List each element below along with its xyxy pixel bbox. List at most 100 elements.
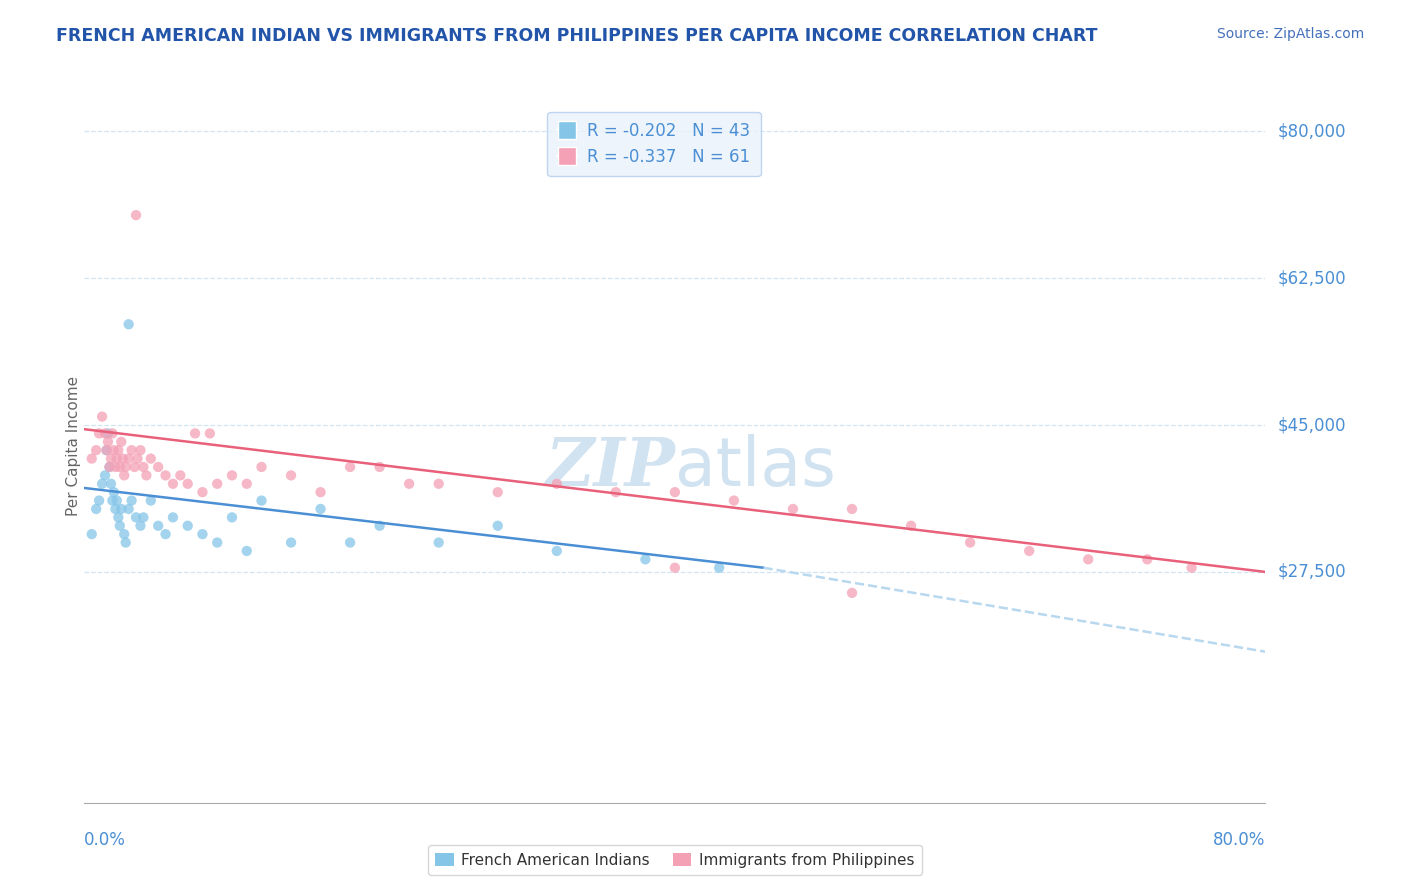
Point: [112, 527, 135, 541]
Point: [709, 560, 731, 574]
Point: [309, 502, 332, 516]
Point: [103, 443, 125, 458]
Point: [104, 460, 127, 475]
Point: [114, 535, 136, 549]
Point: [191, 485, 214, 500]
Point: [101, 426, 124, 441]
Legend: R = -0.202   N = 43, R = -0.337   N = 61: R = -0.202 N = 43, R = -0.337 N = 61: [547, 112, 761, 176]
Y-axis label: Per Capita Income: Per Capita Income: [66, 376, 80, 516]
Point: [91, 476, 114, 491]
Point: [191, 527, 214, 541]
Point: [84, 502, 107, 516]
Point: [177, 518, 200, 533]
Point: [97, 426, 120, 441]
Point: [723, 493, 745, 508]
Point: [124, 460, 146, 475]
Point: [782, 502, 804, 516]
Text: $80,000: $80,000: [1277, 122, 1346, 140]
Point: [959, 535, 981, 549]
Point: [427, 476, 450, 491]
Point: [162, 510, 184, 524]
Point: [87, 426, 111, 441]
Point: [94, 426, 117, 441]
Point: [177, 476, 200, 491]
Point: [125, 510, 148, 524]
Point: [101, 493, 124, 508]
Point: [841, 502, 863, 516]
Point: [339, 535, 361, 549]
Point: [280, 535, 302, 549]
Point: [105, 451, 128, 466]
Point: [98, 460, 121, 475]
Point: [112, 468, 135, 483]
Text: Source: ZipAtlas.com: Source: ZipAtlas.com: [1216, 27, 1364, 41]
Point: [221, 468, 243, 483]
Point: [118, 451, 141, 466]
Point: [155, 468, 177, 483]
Legend: French American Indians, Immigrants from Philippines: French American Indians, Immigrants from…: [427, 845, 922, 875]
Point: [100, 451, 122, 466]
Point: [96, 443, 118, 458]
Point: [148, 460, 170, 475]
Point: [235, 544, 259, 558]
Point: [198, 426, 221, 441]
Point: [80, 451, 103, 466]
Point: [94, 468, 117, 483]
Point: [309, 485, 332, 500]
Point: [1018, 544, 1040, 558]
Point: [104, 502, 127, 516]
Point: [132, 510, 155, 524]
Point: [368, 460, 391, 475]
Point: [118, 502, 141, 516]
Point: [250, 460, 273, 475]
Point: [398, 476, 420, 491]
Point: [87, 493, 111, 508]
Point: [634, 552, 657, 566]
Point: [221, 510, 243, 524]
Point: [169, 468, 191, 483]
Point: [127, 451, 149, 466]
Point: [1180, 560, 1202, 574]
Text: atlas: atlas: [675, 434, 835, 500]
Text: 80.0%: 80.0%: [1213, 831, 1265, 849]
Point: [132, 460, 155, 475]
Point: [1077, 552, 1099, 566]
Point: [139, 493, 162, 508]
Point: [98, 460, 121, 475]
Point: [135, 468, 157, 483]
Point: [546, 476, 568, 491]
Point: [162, 476, 184, 491]
Point: [110, 434, 132, 449]
Point: [486, 485, 509, 500]
Point: [121, 493, 143, 508]
Point: [108, 518, 131, 533]
Point: [841, 586, 863, 600]
Point: [664, 560, 686, 574]
Point: [107, 443, 129, 458]
Point: [205, 535, 228, 549]
Point: [205, 476, 228, 491]
Point: [84, 443, 107, 458]
Point: [103, 485, 125, 500]
Text: ZIP: ZIP: [546, 435, 675, 500]
Point: [235, 476, 259, 491]
Point: [148, 518, 170, 533]
Point: [96, 443, 118, 458]
Point: [129, 443, 152, 458]
Point: [427, 535, 450, 549]
Text: 0.0%: 0.0%: [84, 831, 127, 849]
Point: [121, 443, 143, 458]
Point: [80, 527, 103, 541]
Point: [110, 502, 132, 516]
Text: $27,500: $27,500: [1277, 563, 1346, 581]
Point: [91, 409, 114, 424]
Point: [368, 518, 391, 533]
Point: [111, 451, 134, 466]
Point: [114, 460, 136, 475]
Point: [1136, 552, 1159, 566]
Point: [118, 318, 141, 332]
Point: [486, 518, 509, 533]
Point: [129, 518, 152, 533]
Point: [664, 485, 686, 500]
Point: [155, 527, 177, 541]
